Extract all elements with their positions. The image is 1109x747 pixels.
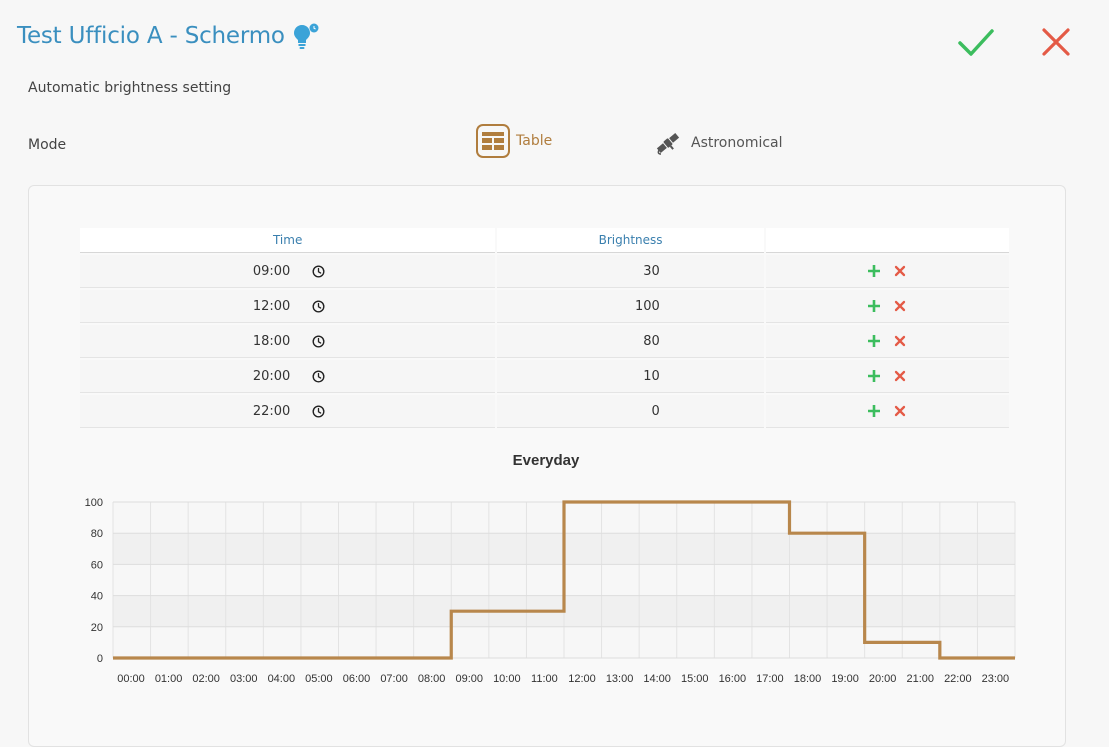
actions-cell <box>765 255 1009 288</box>
x-tick-label: 15:00 <box>681 673 709 685</box>
y-tick-label: 20 <box>91 622 103 634</box>
mode-option-table-label: Table <box>516 133 553 149</box>
x-icon[interactable] <box>893 264 907 278</box>
actions-cell <box>765 395 1009 428</box>
brightness-cell[interactable]: 80 <box>497 325 764 358</box>
x-tick-label: 12:00 <box>568 673 596 685</box>
mode-option-astronomical-label: Astronomical <box>691 135 783 151</box>
x-icon[interactable] <box>893 334 907 348</box>
table-row: 22:00 0 <box>80 395 1009 428</box>
column-header-brightness: Brightness <box>497 228 764 253</box>
plus-icon[interactable] <box>867 334 881 348</box>
confirm-button[interactable] <box>957 26 995 60</box>
clock-icon[interactable] <box>312 299 325 313</box>
brightness-cell[interactable]: 10 <box>497 360 764 393</box>
page-title: Test Ufficio A - Schermo <box>17 22 319 50</box>
clock-icon[interactable] <box>312 369 325 383</box>
x-tick-label: 06:00 <box>343 673 371 685</box>
x-tick-label: 03:00 <box>230 673 258 685</box>
time-value[interactable]: 20:00 <box>252 368 291 384</box>
x-tick-label: 18:00 <box>794 673 822 685</box>
x-tick-label: 17:00 <box>756 673 784 685</box>
time-value[interactable]: 12:00 <box>252 298 291 314</box>
x-tick-label: 21:00 <box>906 673 934 685</box>
brightness-cell[interactable]: 30 <box>497 255 764 288</box>
clock-icon[interactable] <box>312 264 325 278</box>
x-tick-label: 19:00 <box>831 673 859 685</box>
y-tick-label: 60 <box>91 559 103 571</box>
mode-option-astronomical[interactable]: Astronomical <box>654 129 783 157</box>
chart-title: Everyday <box>512 452 580 469</box>
time-cell[interactable]: 09:00 <box>80 255 496 288</box>
x-tick-label: 04:00 <box>268 673 296 685</box>
clock-icon[interactable] <box>312 334 325 348</box>
brightness-chart: 0 20 40 60 80 100 00:00 01:00 02:00 03:00 04:00 05:… <box>85 497 1016 685</box>
x-icon[interactable] <box>893 369 907 383</box>
x-tick-label: 13:00 <box>606 673 634 685</box>
table-header-row: Time Brightness <box>80 228 1009 253</box>
brightness-cell[interactable]: 100 <box>497 290 764 323</box>
table-row: 09:00 30 <box>80 255 1009 288</box>
table-row: 18:00 80 <box>80 325 1009 358</box>
x-tick-label: 05:00 <box>305 673 333 685</box>
x-tick-label: 00:00 <box>117 673 145 685</box>
x-tick-label: 16:00 <box>719 673 747 685</box>
lightbulb-clock-icon <box>293 23 319 49</box>
x-icon[interactable] <box>893 299 907 313</box>
time-cell[interactable]: 22:00 <box>80 395 496 428</box>
table-row: 20:00 10 <box>80 360 1009 393</box>
x-tick-label: 01:00 <box>155 673 183 685</box>
x-tick-label: 08:00 <box>418 673 446 685</box>
time-cell[interactable]: 12:00 <box>80 290 496 323</box>
brightness-series-line <box>113 500 1015 660</box>
close-icon <box>1042 28 1070 56</box>
section-subtitle: Automatic brightness setting <box>28 80 232 96</box>
time-cell[interactable]: 18:00 <box>80 325 496 358</box>
plus-icon[interactable] <box>867 369 881 383</box>
y-tick-label: 0 <box>97 653 103 665</box>
y-tick-label: 100 <box>85 497 103 509</box>
plus-icon[interactable] <box>867 299 881 313</box>
clock-icon[interactable] <box>312 404 325 418</box>
y-tick-label: 80 <box>91 528 103 540</box>
x-tick-label: 11:00 <box>531 673 558 685</box>
actions-cell <box>765 360 1009 393</box>
actions-cell <box>765 290 1009 323</box>
x-tick-label: 20:00 <box>869 673 897 685</box>
table-row: 12:00 100 <box>80 290 1009 323</box>
x-tick-label: 22:00 <box>944 673 972 685</box>
time-value[interactable]: 18:00 <box>252 333 291 349</box>
plus-icon[interactable] <box>867 404 881 418</box>
plus-icon[interactable] <box>867 264 881 278</box>
brightness-cell[interactable]: 0 <box>497 395 764 428</box>
y-tick-label: 40 <box>91 591 103 603</box>
x-tick-label: 02:00 <box>192 673 220 685</box>
x-icon[interactable] <box>893 404 907 418</box>
x-tick-label: 10:00 <box>493 673 521 685</box>
check-icon <box>958 29 994 56</box>
column-header-time: Time <box>80 228 496 253</box>
page-title-text: Test Ufficio A - Schermo <box>17 23 285 49</box>
x-tick-label: 23:00 <box>982 673 1010 685</box>
mode-option-table[interactable]: Table <box>476 124 552 158</box>
cancel-button[interactable] <box>1040 26 1072 58</box>
table-icon <box>476 124 510 158</box>
satellite-icon <box>656 132 680 155</box>
actions-cell <box>765 325 1009 358</box>
schedule-table: Time Brightness 09:00 30 12:00 100 18:00 80 20… <box>78 226 1011 430</box>
column-header-actions <box>765 228 1009 253</box>
time-value[interactable]: 22:00 <box>252 403 291 419</box>
x-tick-label: 07:00 <box>380 673 408 685</box>
time-cell[interactable]: 20:00 <box>80 360 496 393</box>
x-tick-label: 09:00 <box>455 673 483 685</box>
time-value[interactable]: 09:00 <box>252 263 291 279</box>
x-tick-label: 14:00 <box>643 673 671 685</box>
mode-label: Mode <box>28 137 67 153</box>
